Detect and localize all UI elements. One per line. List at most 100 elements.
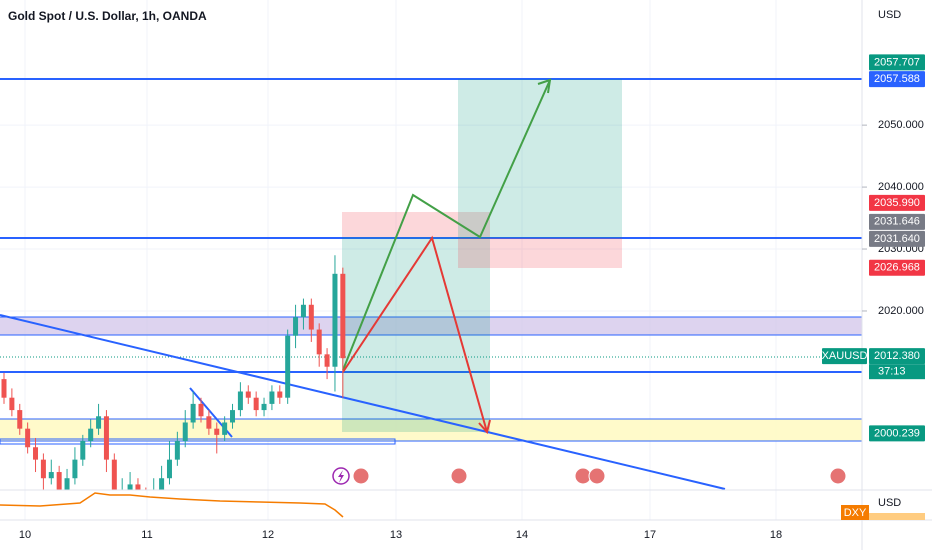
price-tag [869,259,925,276]
events [332,467,847,485]
candle-body [1,379,7,398]
price-tag [869,194,925,211]
price-tag-label: 2026.968 [874,262,920,274]
symbol-tag [822,348,867,365]
candle-body [33,447,39,460]
sub-currency-label: USD [878,497,901,509]
candle-body [190,403,196,423]
path-down [342,235,488,433]
candle-body [143,497,148,503]
candle-body [166,459,172,479]
sub-pane-tag [841,505,869,520]
candle-body [17,410,23,429]
stop-zone [342,212,490,237]
drawings [0,78,862,490]
countdown-tag [869,364,925,380]
candle-body [261,403,267,411]
price-tag-label: 2031.640 [874,233,920,245]
candle-body [127,484,133,490]
dxy-line [0,492,344,518]
price-tag-label: 2035.990 [874,197,920,209]
candle-body [25,428,31,448]
sub-pane-value-tag [869,513,925,520]
price-tag-label: 2031.646 [874,216,920,228]
chart-title: Gold Spot / U.S. Dollar, 1h, OANDA [8,9,207,23]
zone-edge [0,438,396,445]
candle-body [120,491,125,497]
candle-body [324,354,330,367]
candle-body [332,273,338,367]
grid [0,0,862,520]
candle-body [88,428,94,442]
candle-body [245,391,251,398]
candle-body [40,459,46,479]
target-zone [458,79,622,238]
y-tick-label: 2040.000 [878,181,924,193]
event-icon[interactable] [829,467,847,485]
price-tag-label: 2012.380 [874,350,920,362]
candle-body [48,472,54,479]
candle-body [269,391,275,404]
target-zone [342,237,490,432]
arrow-head [478,419,491,435]
stop-zone [458,238,622,268]
currency-label: USD [878,9,901,21]
y-tick-label: 2020.000 [878,305,924,317]
price-tag-label: 2057.707 [874,56,920,68]
candle-body [64,478,70,490]
event-icon[interactable] [588,467,606,485]
x-tick-label: 18 [770,529,782,541]
x-tick-label: 14 [516,529,528,541]
candle-body [96,416,102,429]
x-tick-label: 12 [262,529,274,541]
candle-body [253,397,259,411]
price-tag-label: 2000.239 [874,427,920,439]
x-tick-label: 17 [644,529,656,541]
candle-body [198,403,204,417]
price-tag [869,213,925,230]
x-tick-label: 13 [390,529,402,541]
candle-body [80,441,86,460]
candle-body [214,428,220,435]
candles [1,255,346,503]
sub-pane-label: DXY [844,507,867,519]
price-tag [869,425,925,442]
x-tick-label: 11 [141,529,152,541]
candle-body [182,422,188,442]
arrow-head [537,78,552,94]
candle-body [111,459,117,490]
candle-body [56,472,62,490]
trendline [0,314,726,490]
price-tag-label: 2057.588 [874,73,920,85]
event-icon[interactable] [352,467,370,485]
candle-body [340,273,346,359]
candle-body [72,459,78,479]
candle-body [285,335,291,398]
zone [0,317,862,335]
event-icon-glyph [338,470,344,483]
x-tick-label: 10 [19,529,31,541]
candle-body [9,397,15,411]
path-up [342,79,551,371]
candle-body [237,391,243,411]
candle-body [206,416,212,429]
candle-body [135,484,141,490]
flag-icons [352,467,847,485]
candle-body [222,422,228,435]
candle-body [103,416,109,460]
price-tag [869,71,925,88]
zone [0,419,862,441]
candle-body [230,410,236,423]
candle-body [159,478,165,490]
candle-body [293,317,299,336]
price-tag [869,54,925,71]
candle-body [308,304,314,330]
price-tag [869,348,925,365]
countdown: 37:13 [878,366,906,378]
symbol-label: XAUUSD [822,350,868,362]
event-icon[interactable] [450,467,468,485]
candle-body [300,304,306,318]
candle-body [277,391,283,398]
candle-body [316,329,322,355]
